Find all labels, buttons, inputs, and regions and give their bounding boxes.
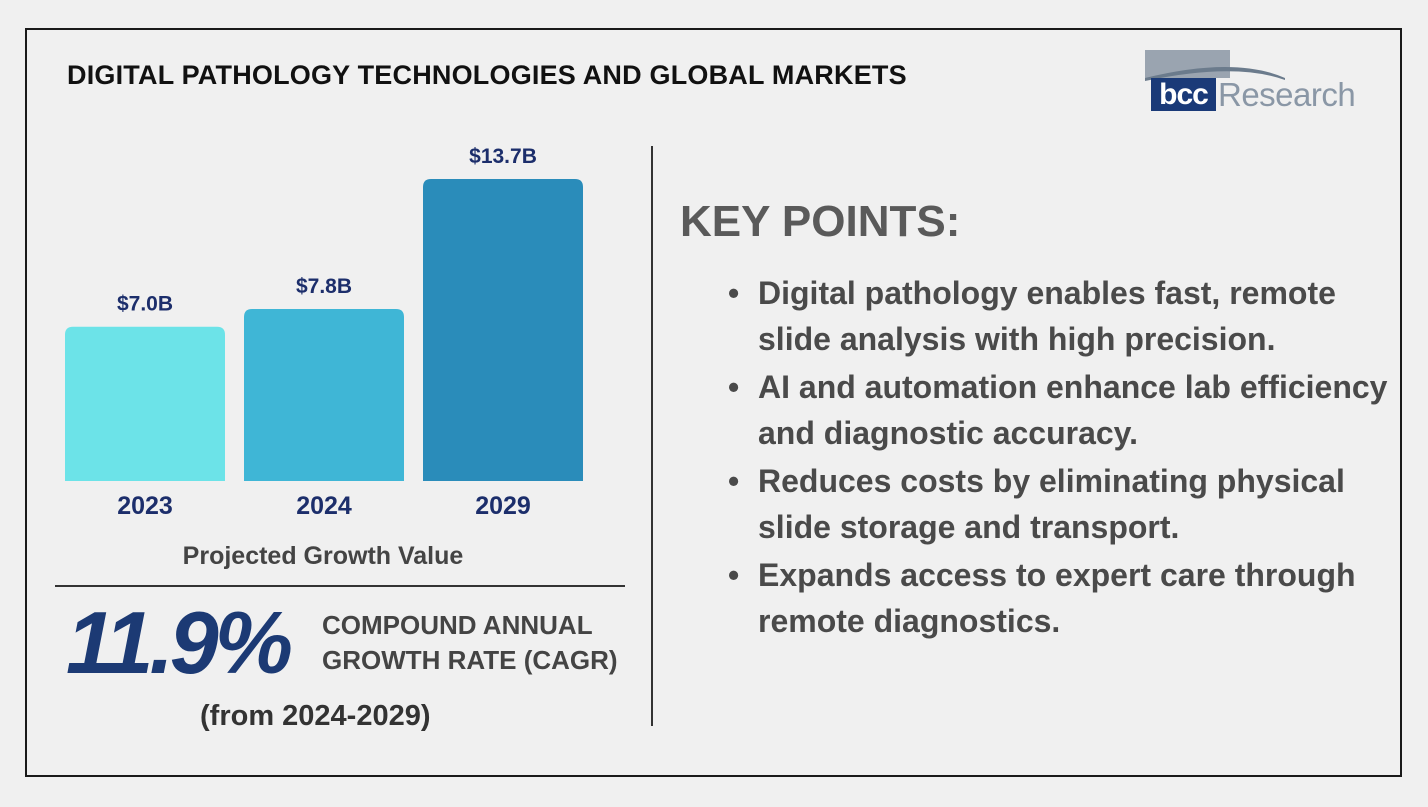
logo-research: Research — [1218, 76, 1356, 113]
logo-bcc: bcc — [1151, 78, 1216, 111]
cagr-label-line1: COMPOUND ANNUAL — [322, 610, 593, 640]
key-point-item: • Digital pathology enables fast, remote … — [728, 270, 1388, 362]
data-label-2024: $7.8B — [296, 275, 352, 298]
key-point-text: AI and automation enhance lab efficiency… — [758, 369, 1388, 451]
key-points-list: • Digital pathology enables fast, remote … — [728, 270, 1388, 646]
cagr-value: 11.9% — [66, 593, 293, 692]
x-tick-2023: 2023 — [117, 492, 173, 520]
key-point-text: Digital pathology enables fast, remote s… — [758, 275, 1336, 357]
bcc-research-logo: bcc Research — [1145, 48, 1356, 118]
bar-2023 — [65, 326, 225, 481]
bullet-icon: • — [728, 557, 740, 593]
key-point-item: • AI and automation enhance lab efficienc… — [728, 364, 1388, 456]
bullet-icon: • — [728, 369, 740, 405]
key-point-text: Reduces costs by eliminating physical sl… — [758, 463, 1345, 545]
horizontal-divider — [55, 585, 625, 587]
vertical-divider — [651, 146, 653, 726]
key-point-item: • Reduces costs by eliminating physical s… — [728, 458, 1388, 550]
page-title: DIGITAL PATHOLOGY TECHNOLOGIES AND GLOBA… — [67, 60, 907, 90]
x-axis-label: Projected Growth Value — [183, 542, 464, 570]
x-tick-2024: 2024 — [296, 492, 352, 520]
key-point-text: Expands access to expert care through re… — [758, 557, 1356, 639]
bullet-icon: • — [728, 275, 740, 311]
key-points-heading: KEY POINTS: — [680, 197, 961, 246]
key-point-item: • Expands access to expert care through r… — [728, 552, 1388, 644]
cagr-range: (from 2024-2029) — [200, 700, 431, 732]
bar-2029 — [423, 179, 583, 481]
data-label-2023: $7.0B — [117, 293, 173, 316]
bullet-icon: • — [728, 463, 740, 499]
cagr-label-line2: GROWTH RATE (CAGR) — [322, 645, 618, 675]
data-label-2029: $13.7B — [469, 145, 537, 168]
market-bar-chart: $7.0B 2023 $7.8B 2024 $13.7B 2029 Projected Gr… — [65, 145, 583, 570]
logo-swoosh-icon — [1145, 50, 1285, 81]
bar-2024 — [244, 309, 404, 481]
x-tick-2029: 2029 — [475, 492, 531, 520]
